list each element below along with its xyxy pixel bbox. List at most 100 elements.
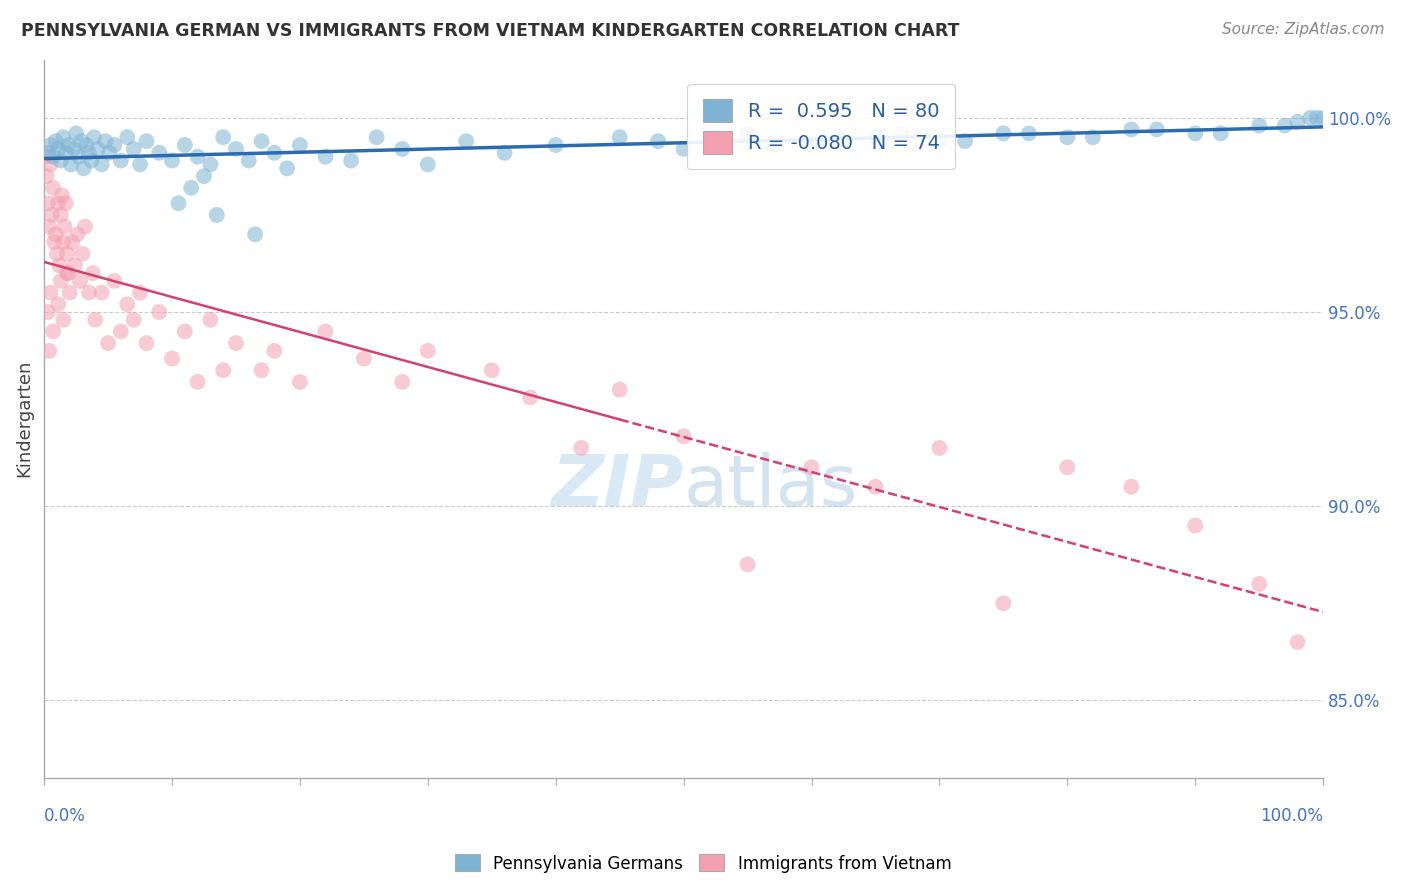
Point — [55, 145, 77, 160]
Point — [212, 363, 235, 377]
Point — [46, 297, 69, 311]
Point — [84, 312, 107, 326]
Point — [45, 134, 67, 148]
Point — [135, 336, 157, 351]
Point — [35, 169, 58, 183]
Point — [225, 336, 247, 351]
Point — [697, 130, 720, 145]
Point — [94, 134, 117, 148]
Point — [1081, 130, 1104, 145]
Point — [129, 157, 152, 171]
Point — [825, 130, 848, 145]
Point — [1018, 127, 1040, 141]
Point — [37, 196, 59, 211]
Point — [737, 558, 759, 572]
Point — [288, 138, 311, 153]
Point — [80, 153, 103, 168]
Point — [865, 480, 887, 494]
Point — [1121, 480, 1143, 494]
Point — [225, 142, 247, 156]
Point — [45, 246, 67, 260]
Point — [51, 188, 73, 202]
Point — [39, 285, 62, 300]
Point — [38, 219, 60, 234]
Point — [48, 259, 70, 273]
Point — [1286, 635, 1309, 649]
Legend: R =  0.595   N = 80, R = -0.080   N = 74: R = 0.595 N = 80, R = -0.080 N = 74 — [688, 84, 955, 169]
Point — [205, 208, 228, 222]
Point — [148, 145, 170, 160]
Point — [1249, 119, 1271, 133]
Point — [69, 274, 91, 288]
Point — [63, 259, 86, 273]
Point — [187, 150, 209, 164]
Point — [42, 180, 65, 194]
Point — [609, 383, 631, 397]
Point — [117, 130, 139, 145]
Point — [58, 266, 80, 280]
Point — [82, 266, 104, 280]
Point — [187, 375, 209, 389]
Point — [53, 219, 76, 234]
Point — [238, 153, 260, 168]
Point — [103, 274, 125, 288]
Point — [180, 180, 202, 194]
Point — [276, 161, 298, 176]
Point — [1274, 119, 1296, 133]
Point — [97, 336, 120, 351]
Point — [42, 150, 65, 164]
Point — [59, 285, 82, 300]
Legend: Pennsylvania Germans, Immigrants from Vietnam: Pennsylvania Germans, Immigrants from Vi… — [449, 847, 957, 880]
Point — [44, 235, 66, 249]
Point — [263, 343, 285, 358]
Point — [167, 196, 190, 211]
Point — [98, 145, 121, 160]
Point — [77, 145, 100, 160]
Point — [65, 127, 87, 141]
Point — [90, 285, 112, 300]
Point — [110, 325, 132, 339]
Point — [122, 312, 145, 326]
Point — [353, 351, 375, 366]
Point — [160, 351, 183, 366]
Point — [148, 305, 170, 319]
Point — [1299, 111, 1322, 125]
Point — [103, 138, 125, 153]
Point — [37, 145, 59, 160]
Point — [1249, 577, 1271, 591]
Point — [135, 134, 157, 148]
Point — [544, 138, 567, 153]
Point — [1121, 122, 1143, 136]
Point — [34, 150, 56, 164]
Point — [416, 343, 439, 358]
Text: atlas: atlas — [683, 452, 858, 521]
Point — [58, 138, 80, 153]
Point — [39, 157, 62, 171]
Point — [62, 142, 84, 156]
Point — [243, 227, 266, 242]
Point — [56, 246, 79, 260]
Point — [49, 153, 72, 168]
Point — [45, 227, 67, 242]
Point — [1056, 130, 1078, 145]
Point — [75, 138, 97, 153]
Point — [1306, 111, 1329, 125]
Point — [1312, 111, 1334, 125]
Point — [391, 142, 413, 156]
Point — [456, 134, 478, 148]
Point — [38, 343, 60, 358]
Point — [41, 208, 63, 222]
Point — [37, 305, 59, 319]
Point — [73, 219, 96, 234]
Point — [87, 142, 110, 156]
Text: 100.0%: 100.0% — [1260, 806, 1323, 825]
Text: PENNSYLVANIA GERMAN VS IMMIGRANTS FROM VIETNAM KINDERGARTEN CORRELATION CHART: PENNSYLVANIA GERMAN VS IMMIGRANTS FROM V… — [21, 22, 959, 40]
Point — [46, 196, 69, 211]
Point — [52, 130, 75, 145]
Point — [890, 127, 912, 141]
Point — [117, 297, 139, 311]
Point — [647, 134, 669, 148]
Point — [60, 235, 83, 249]
Point — [77, 285, 100, 300]
Point — [250, 134, 273, 148]
